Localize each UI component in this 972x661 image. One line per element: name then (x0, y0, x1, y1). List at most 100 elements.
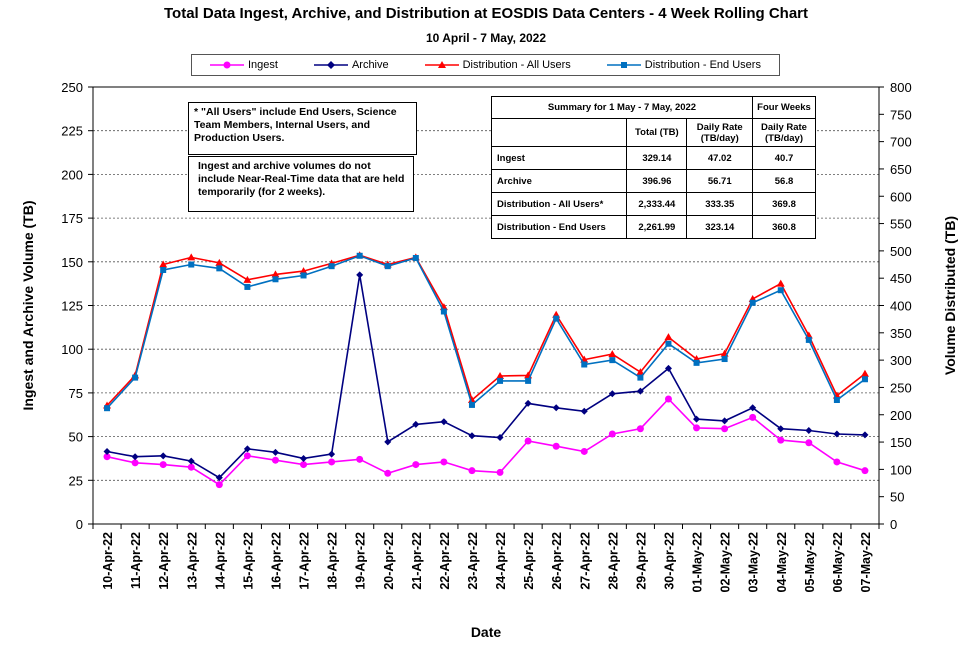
summary-row-daily: 333.35 (686, 192, 753, 216)
data-point-archive (749, 404, 757, 412)
data-point-ingest (580, 447, 588, 455)
data-point-ingest (777, 436, 785, 444)
x-tick-label: 17-Apr-22 (298, 532, 312, 590)
x-tick-label: 29-Apr-22 (634, 532, 648, 590)
y2-tick-label: 300 (890, 353, 912, 368)
data-point-distribution-all-users (243, 275, 252, 283)
data-point-distribution-end-users (777, 287, 784, 294)
summary-blank-cell (490, 118, 628, 147)
data-point-archive (356, 271, 364, 279)
data-point-distribution-all-users (159, 260, 168, 268)
y2-tick-label: 250 (890, 380, 912, 395)
x-tick-label: 30-Apr-22 (662, 532, 676, 590)
data-point-archive (777, 425, 785, 433)
summary-row-label: Distribution - All Users* (490, 192, 628, 216)
summary-row: Ingest 329.14 47.02 40.7 (490, 146, 816, 170)
y-tick-label: 75 (69, 386, 83, 401)
y2-tick-label: 600 (890, 189, 912, 204)
data-point-distribution-end-users (833, 397, 840, 404)
y2-tick-label: 0 (890, 517, 897, 532)
data-point-archive (131, 453, 139, 461)
legend-item-archive: Archive (313, 59, 389, 71)
y2-tick-label: 150 (890, 435, 912, 450)
summary-row-total: 2,333.44 (626, 192, 688, 216)
x-tick-label: 22-Apr-22 (438, 532, 452, 590)
data-point-distribution-all-users (636, 368, 645, 376)
data-point-archive (524, 399, 532, 407)
x-tick-label: 23-Apr-22 (466, 532, 480, 590)
data-point-ingest (412, 461, 420, 469)
data-point-distribution-end-users (581, 361, 588, 368)
data-point-distribution-end-users (412, 254, 419, 261)
summary-col-four-daily: Daily Rate (TB/day) (752, 118, 816, 147)
data-point-distribution-end-users (805, 336, 812, 343)
legend-item-distribution-all: Distribution - All Users (424, 59, 571, 71)
data-point-ingest (103, 453, 111, 461)
x-tick-label: 03-May-22 (747, 532, 761, 592)
data-point-archive (412, 420, 420, 428)
data-point-ingest (271, 456, 279, 464)
y-tick-label: 225 (61, 124, 83, 139)
data-point-distribution-all-users (776, 279, 785, 287)
x-tick-label: 16-Apr-22 (269, 532, 283, 590)
data-point-ingest (805, 439, 813, 447)
data-point-archive (187, 457, 195, 465)
data-point-ingest (300, 461, 308, 469)
summary-row-total: 2,261.99 (626, 215, 688, 239)
data-point-distribution-end-users (468, 401, 475, 408)
data-point-archive (805, 426, 813, 434)
data-point-archive (636, 387, 644, 395)
x-tick-label: 28-Apr-22 (606, 532, 620, 590)
data-point-ingest (721, 425, 729, 433)
legend-label-distribution-end: Distribution - End Users (644, 59, 761, 71)
summary-row-daily: 47.02 (686, 146, 753, 170)
data-point-distribution-end-users (637, 374, 644, 381)
y-tick-label: 200 (61, 167, 83, 182)
x-tick-label: 05-May-22 (803, 532, 817, 592)
summary-col-total: Total (TB) (626, 118, 688, 147)
series-line-ingest (106, 397, 866, 486)
x-tick-label: 11-Apr-22 (129, 532, 143, 589)
data-point-ingest (131, 459, 139, 467)
data-point-ingest (524, 437, 532, 445)
series-line-distribution-all-users (106, 254, 866, 407)
data-point-archive (271, 448, 279, 456)
data-point-archive (159, 452, 167, 460)
data-point-distribution-end-users (553, 315, 560, 322)
y-tick-label: 250 (61, 80, 83, 95)
data-point-distribution-end-users (244, 283, 251, 290)
summary-row-label: Distribution - End Users (490, 215, 628, 239)
legend: Ingest Archive Distribution - All Users … (191, 54, 780, 76)
summary-row: Archive 396.96 56.71 56.8 (490, 169, 816, 193)
data-point-distribution-end-users (749, 299, 756, 306)
data-point-distribution-all-users (496, 371, 505, 379)
x-axis-label: Date (471, 624, 502, 640)
data-point-archive (328, 450, 336, 458)
data-point-distribution-all-users (215, 258, 224, 266)
data-point-ingest (159, 461, 167, 469)
data-point-distribution-all-users (187, 253, 196, 261)
data-point-ingest (749, 413, 757, 421)
x-tick-label: 19-Apr-22 (354, 532, 368, 590)
y2-tick-label: 500 (890, 244, 912, 259)
y2-tick-label: 200 (890, 408, 912, 423)
data-point-ingest (356, 455, 364, 463)
series-line-archive (106, 274, 866, 479)
legend-label-ingest: Ingest (247, 59, 278, 71)
y-tick-label: 150 (61, 255, 83, 270)
y-axis-label: Ingest and Archive Volume (TB) (20, 200, 36, 410)
x-tick-label: 12-Apr-22 (157, 532, 171, 590)
data-point-distribution-end-users (525, 377, 532, 384)
summary-row-four: 369.8 (752, 192, 816, 216)
summary-row-total: 396.96 (626, 169, 688, 193)
legend-item-distribution-end: Distribution - End Users (606, 59, 761, 71)
x-tick-label: 20-Apr-22 (382, 532, 396, 590)
data-point-archive (608, 390, 616, 398)
y2-tick-label: 50 (890, 490, 904, 505)
data-point-ingest (328, 458, 336, 466)
summary-header-four-weeks: Four Weeks (752, 96, 816, 119)
x-tick-label: 18-Apr-22 (326, 532, 340, 590)
legend-label-archive: Archive (351, 59, 389, 71)
data-point-ingest (552, 442, 560, 450)
